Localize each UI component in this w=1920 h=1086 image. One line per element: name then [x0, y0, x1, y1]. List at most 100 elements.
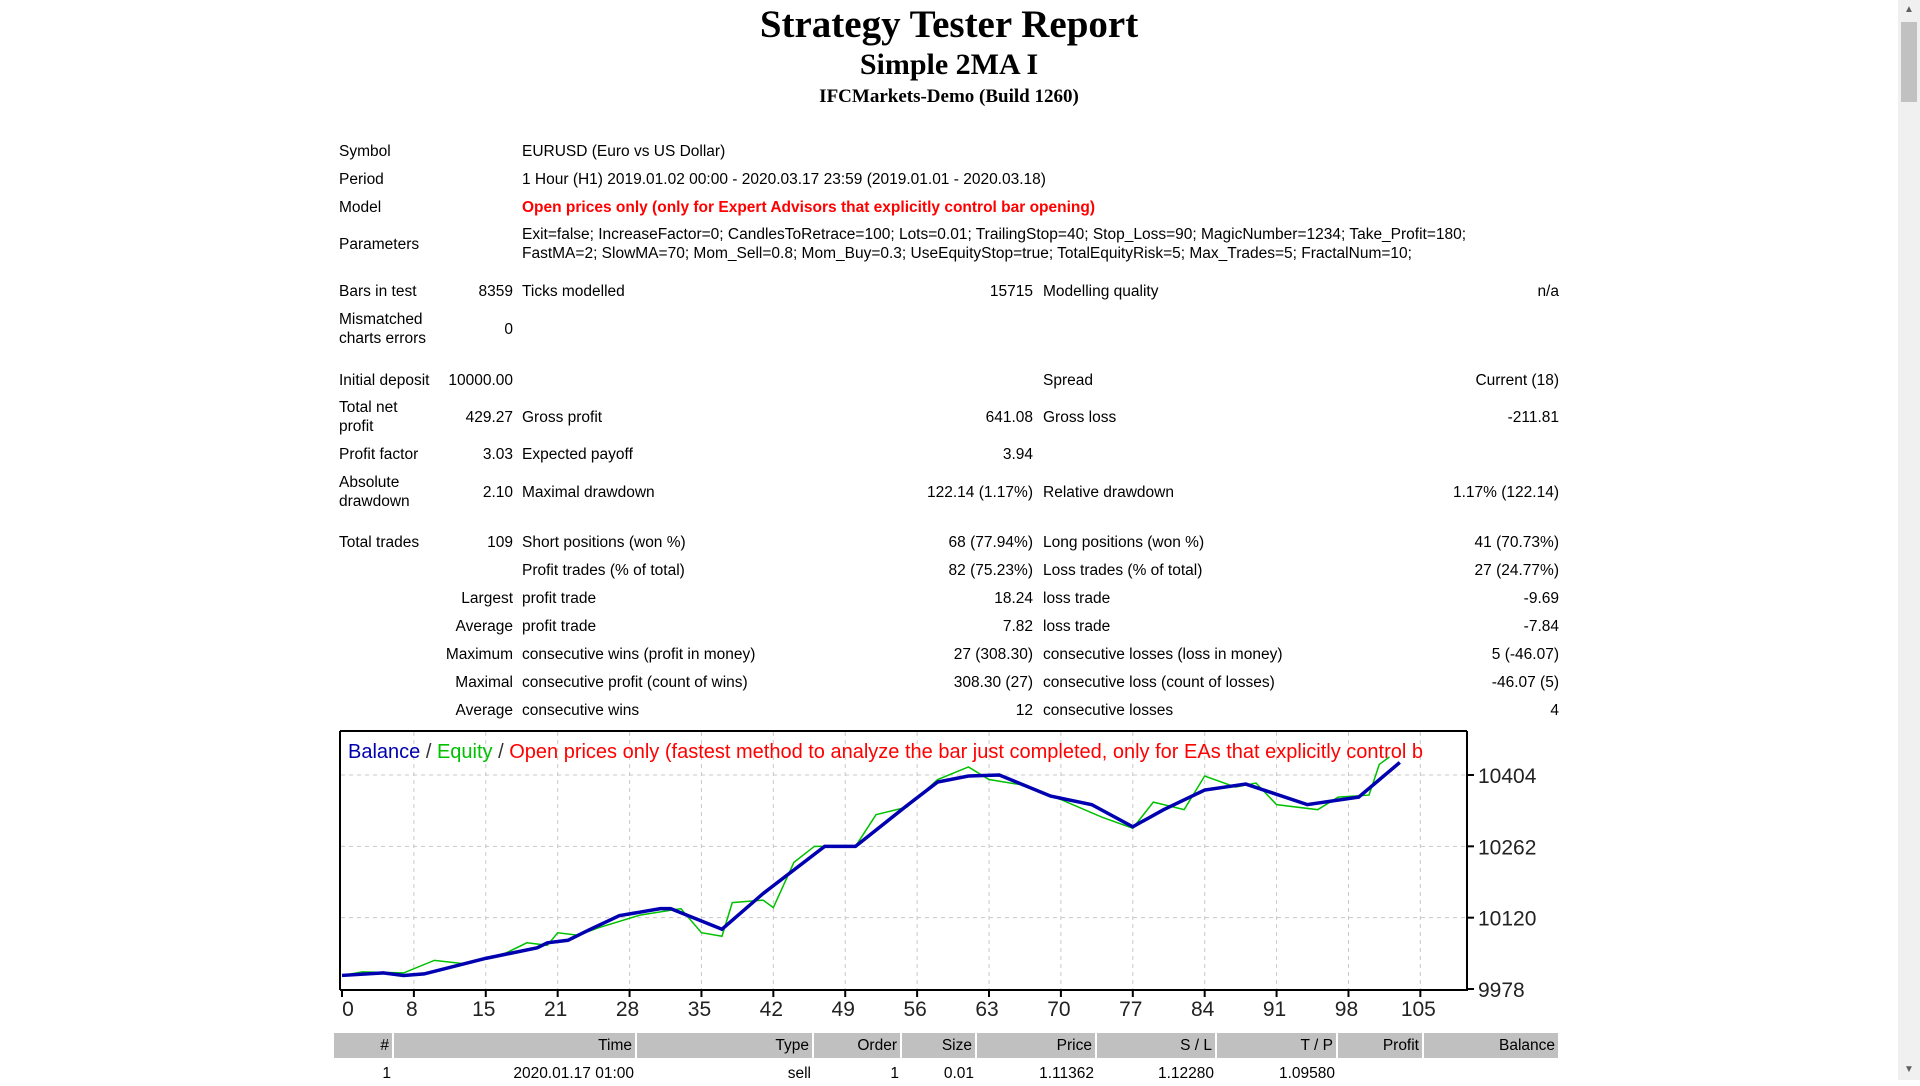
row-net-profit: Total net profit 429.27 Gross profit 641.08 G…	[339, 398, 1559, 438]
x-tick-label: 8	[406, 998, 418, 1021]
value: 68 (77.94%)	[948, 534, 1033, 551]
row-mismatch: Mismatched charts errors 0	[339, 310, 1559, 350]
row-period: Period 1 Hour (H1) 2019.01.02 00:00 - 202…	[339, 170, 1559, 196]
scrollbar-thumb[interactable]	[1901, 22, 1917, 102]
value: 3.03	[482, 446, 513, 463]
value: Current (18)	[1475, 372, 1559, 389]
row-average: Average profit trade 7.82 loss trade -7.84	[339, 617, 1559, 643]
value: -46.07 (5)	[1491, 674, 1559, 691]
row-bars: Bars in test 8359 Ticks modelled 15715 Model…	[339, 282, 1559, 308]
label: drawdown	[339, 493, 410, 510]
label: Average	[455, 702, 513, 719]
column-header: Type	[637, 1033, 814, 1058]
column-header: S / L	[1097, 1033, 1217, 1058]
row-maximum: Maximum consecutive wins (profit in money…	[339, 645, 1559, 671]
y-tick-label: 9978	[1478, 979, 1525, 1002]
label: Absolute	[339, 474, 400, 491]
value: 82 (75.23%)	[948, 562, 1033, 579]
x-tick-label: 49	[832, 998, 855, 1021]
x-tick-label: 56	[903, 998, 926, 1021]
value: 308.30 (27)	[953, 674, 1033, 691]
value: 1.17% (122.14)	[1453, 484, 1559, 501]
balance-line	[341, 761, 1401, 978]
scroll-down-icon[interactable]: ▼	[1904, 1064, 1914, 1075]
label: Initial deposit	[339, 372, 430, 389]
value: 7.82	[1002, 618, 1033, 635]
row-maximal: Maximal consecutive profit (count of wins…	[339, 673, 1559, 699]
column-header: Order	[814, 1033, 902, 1058]
legend-separator: /	[420, 741, 437, 763]
column-header: #	[334, 1033, 394, 1058]
y-tick-label: 10120	[1478, 908, 1536, 931]
label: Total net	[339, 399, 398, 416]
x-tick-label: 63	[975, 998, 998, 1021]
value: 5 (-46.07)	[1491, 646, 1559, 663]
label: Mismatched	[339, 311, 423, 328]
column-header: Balance	[1424, 1033, 1560, 1058]
column-header: Profit	[1338, 1033, 1424, 1058]
legend-equity: Equity	[437, 741, 493, 763]
table-cell: sell	[787, 1065, 811, 1082]
value: n/a	[1537, 283, 1559, 300]
label: Bars in test	[339, 283, 417, 300]
value: -7.84	[1523, 618, 1559, 635]
value: 4	[1550, 702, 1559, 719]
value: EURUSD (Euro vs US Dollar)	[522, 143, 726, 160]
table-cell	[1338, 1062, 1424, 1086]
label: Parameters	[339, 236, 420, 253]
x-tick-label: 77	[1119, 998, 1142, 1021]
label: Largest	[461, 590, 513, 607]
x-tick-label: 105	[1401, 998, 1436, 1021]
label: Long positions (won %)	[1043, 534, 1205, 551]
value: 15715	[989, 283, 1033, 300]
label: Maximal	[455, 674, 513, 691]
value: 10000.00	[448, 372, 513, 389]
label: Profit trades (% of total)	[522, 562, 685, 579]
row-deposit: Initial deposit 10000.00 Spread Current (18…	[339, 371, 1559, 397]
x-tick-label: 28	[616, 998, 639, 1021]
balance-equity-chart: Balance / Equity / Open prices only (fas…	[339, 730, 1537, 1021]
label: Short positions (won %)	[522, 534, 686, 551]
x-tick-label: 0	[342, 998, 354, 1021]
label: consecutive losses	[1043, 702, 1174, 719]
label: Average	[455, 618, 513, 635]
row-largest: Largest profit trade 18.24 loss trade -9.69	[339, 589, 1559, 615]
label: consecutive losses (loss in money)	[1043, 646, 1283, 663]
label: Gross profit	[522, 409, 603, 426]
value: 41 (70.73%)	[1474, 534, 1559, 551]
label: profit	[339, 418, 374, 435]
scroll-up-icon[interactable]: ▲	[1904, 4, 1914, 15]
label: Expected payoff	[522, 446, 633, 463]
row-profit-factor: Profit factor 3.03 Expected payoff 3.94	[339, 445, 1559, 471]
label: Loss trades (% of total)	[1043, 562, 1203, 579]
legend-balance: Balance	[348, 741, 420, 763]
value: -9.69	[1523, 590, 1559, 607]
label: consecutive wins (profit in money)	[522, 646, 756, 663]
label: Period	[339, 171, 384, 188]
row-model: Model Open prices only (only for Expert A…	[339, 198, 1559, 224]
x-tick-label: 84	[1191, 998, 1215, 1021]
value: 27 (308.30)	[953, 646, 1033, 663]
value: 3.94	[1002, 446, 1033, 463]
x-tick-label: 98	[1335, 998, 1358, 1021]
value: 0	[504, 321, 513, 338]
chart-legend: Balance / Equity / Open prices only (fas…	[348, 741, 1423, 763]
column-header: Size	[902, 1033, 977, 1058]
value: 18.24	[994, 590, 1033, 607]
row-drawdown: Absolute drawdown 2.10 Maximal drawdown 122.…	[339, 473, 1559, 513]
label: Maximal drawdown	[522, 484, 655, 501]
label: profit trade	[522, 618, 597, 635]
report-title: Strategy Tester Report	[759, 3, 1139, 46]
value: 27 (24.77%)	[1474, 562, 1559, 579]
vertical-scrollbar[interactable]: ▲ ▼	[1898, 0, 1920, 1080]
label: Relative drawdown	[1043, 484, 1174, 501]
label: Gross loss	[1043, 409, 1117, 426]
label: Model	[339, 199, 382, 216]
label: Maximum	[445, 646, 513, 663]
label: Total trades	[339, 534, 420, 551]
label: Spread	[1043, 372, 1093, 389]
server-build: IFCMarkets-Demo (Build 1260)	[819, 86, 1079, 107]
table-row: 1 2020.01.17 01:00 sell 1 0.01 1.11362 1.12280…	[334, 1062, 1560, 1086]
column-header: Time	[394, 1033, 637, 1058]
